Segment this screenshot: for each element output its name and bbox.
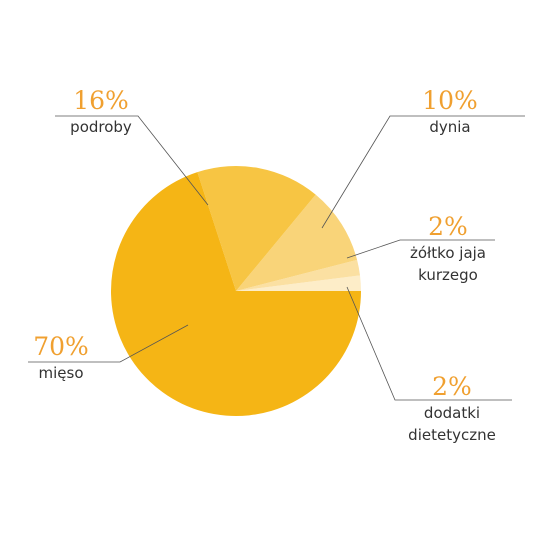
leader-line [346,239,495,259]
category-label: podroby [70,118,132,136]
slice-label: 16% podroby [46,86,156,138]
leader-line [346,286,512,401]
pie-slice [236,275,361,291]
pie-slice [236,259,361,291]
category-label: dynia [429,118,471,136]
value-label: 2% [428,212,468,241]
category-label: żółtko jaja kurzego [409,244,486,284]
slice-label: 2% dodatki dietetyczne [397,372,507,446]
category-label: mięso [38,364,84,382]
leader-line [28,324,189,363]
value-label: 16% [73,86,129,115]
value-label: 70% [33,332,89,361]
pie [111,166,361,416]
slice-label: 2% żółtko jaja kurzego [393,212,503,286]
pie-slice [111,172,361,416]
category-label: dodatki dietetyczne [408,404,496,444]
pie-slice [236,194,358,291]
slice-label: 10% dynia [395,86,505,138]
pie-slice [197,166,316,291]
leader-lines [28,115,525,401]
leader-line [55,115,209,206]
value-label: 2% [432,372,472,401]
value-label: 10% [422,86,478,115]
slice-label: 70% mięso [6,332,116,384]
leader-line [321,115,525,229]
